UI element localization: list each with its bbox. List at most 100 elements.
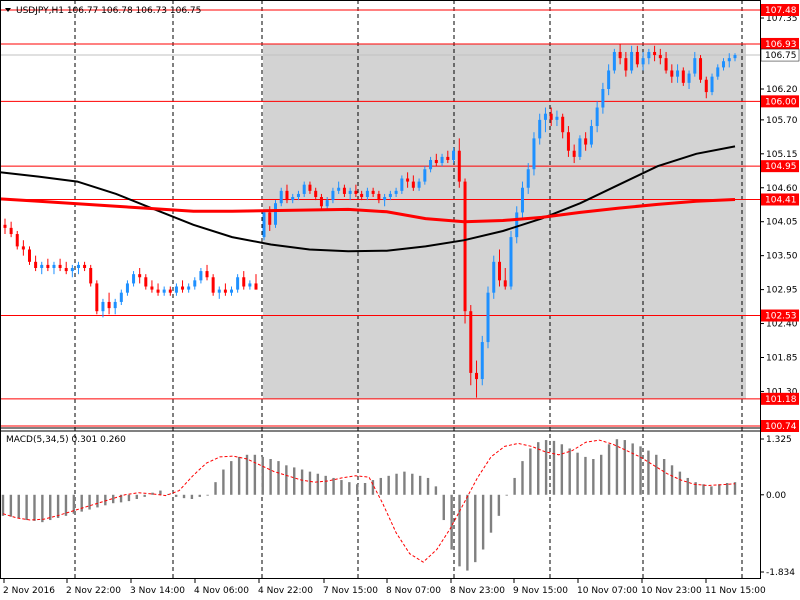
candle (555, 110, 559, 127)
candle-body (676, 70, 680, 77)
price-axis-label: 101.30 (766, 387, 798, 397)
macd-bar (403, 471, 406, 495)
candle (119, 289, 123, 306)
ma-red-line (0, 197, 736, 224)
macd-bar (702, 484, 705, 495)
price-axis-label: 106.20 (766, 85, 798, 95)
candle-body (612, 51, 616, 71)
candle (89, 264, 93, 287)
macd-bar (529, 448, 532, 495)
candle (150, 280, 154, 293)
candle-body (223, 289, 227, 293)
candle (681, 67, 685, 86)
candle (647, 48, 651, 65)
level-tag-bg (761, 37, 799, 50)
macd-bar (1, 494, 5, 516)
candle (101, 298, 105, 318)
candle-body (377, 193, 381, 201)
candle (223, 283, 227, 296)
time-axis-label: 11 Nov 15:00 (705, 586, 766, 596)
candle (480, 335, 484, 386)
candle-body (285, 190, 289, 201)
candle-body (624, 58, 628, 71)
macd-bar (127, 494, 131, 502)
macd-bar (395, 473, 398, 495)
time-axis-label: 2 Nov 2016 (3, 586, 55, 596)
macd-bar (718, 484, 721, 495)
candle-body (162, 289, 166, 293)
level-tag-label: 106.00 (765, 97, 797, 107)
macd-bar (678, 471, 682, 495)
candle (371, 187, 375, 198)
candle-body (670, 70, 674, 77)
candle-body (9, 227, 13, 235)
candle (107, 292, 111, 315)
candle-body (526, 169, 530, 188)
candle-body (181, 286, 185, 290)
candle (388, 190, 392, 201)
candle-body (543, 113, 547, 120)
candle (15, 230, 19, 250)
candle (211, 274, 215, 296)
candle-body (107, 301, 111, 309)
time-axis-label: 10 Nov 23:00 (641, 586, 702, 596)
time-axis-label: 3 Nov 14:00 (130, 586, 185, 596)
macd-bar (88, 494, 91, 510)
macd-bar (568, 448, 571, 495)
candle (144, 274, 148, 290)
candle-body (279, 190, 283, 204)
macd-bar (253, 454, 257, 495)
candle-body (242, 277, 246, 287)
candle (348, 187, 352, 201)
candle-body (561, 116, 565, 133)
time-axis-labels: 2 Nov 2016 2 Nov 22:00 3 Nov 14:00 4 Nov 06… (3, 579, 766, 596)
candle (248, 280, 252, 290)
candle-body (52, 264, 56, 268)
macd-bar (214, 482, 217, 495)
candle (9, 221, 13, 238)
candle (475, 360, 479, 398)
price-axis-label: 104.60 (766, 184, 798, 194)
current-price-tag-bg (760, 48, 800, 62)
candle-body (457, 150, 461, 182)
candles[interactable] (3, 43, 737, 398)
candle (262, 209, 266, 241)
candle-body (254, 283, 258, 290)
candle-body (174, 286, 178, 293)
candle-body (230, 289, 234, 293)
candle (394, 187, 398, 198)
candle-body (492, 261, 496, 293)
candle (452, 147, 456, 164)
candle-body (319, 197, 323, 207)
level-tag-label: 106.93 (765, 40, 797, 50)
candle-body (15, 234, 19, 247)
candle-body (549, 113, 553, 120)
candle (417, 178, 421, 191)
triangle-down-icon[interactable] (5, 8, 11, 12)
macd-bar (710, 486, 713, 495)
candle-body (664, 58, 668, 71)
macd-title: MACD(5,34,5) 0.301 0.260 (6, 435, 126, 445)
macd-bar (458, 494, 461, 567)
candle (3, 218, 7, 235)
candle (279, 187, 283, 207)
candle-body (509, 237, 513, 287)
candle (635, 45, 639, 68)
macd-bar (198, 494, 201, 497)
macd-bar (670, 465, 674, 495)
candle (193, 277, 197, 290)
candle (503, 267, 507, 290)
candle-body (168, 289, 172, 293)
candle (532, 132, 536, 176)
macd-bar (17, 494, 20, 518)
candle (406, 172, 410, 188)
candle (578, 135, 582, 160)
candle-body (532, 138, 536, 170)
macd-bar (104, 494, 107, 506)
candle-body (423, 169, 427, 182)
candle-body (584, 138, 588, 145)
candle (440, 153, 444, 167)
macd-axis-label: 1.325 (766, 435, 792, 445)
candle-body (653, 51, 657, 56)
